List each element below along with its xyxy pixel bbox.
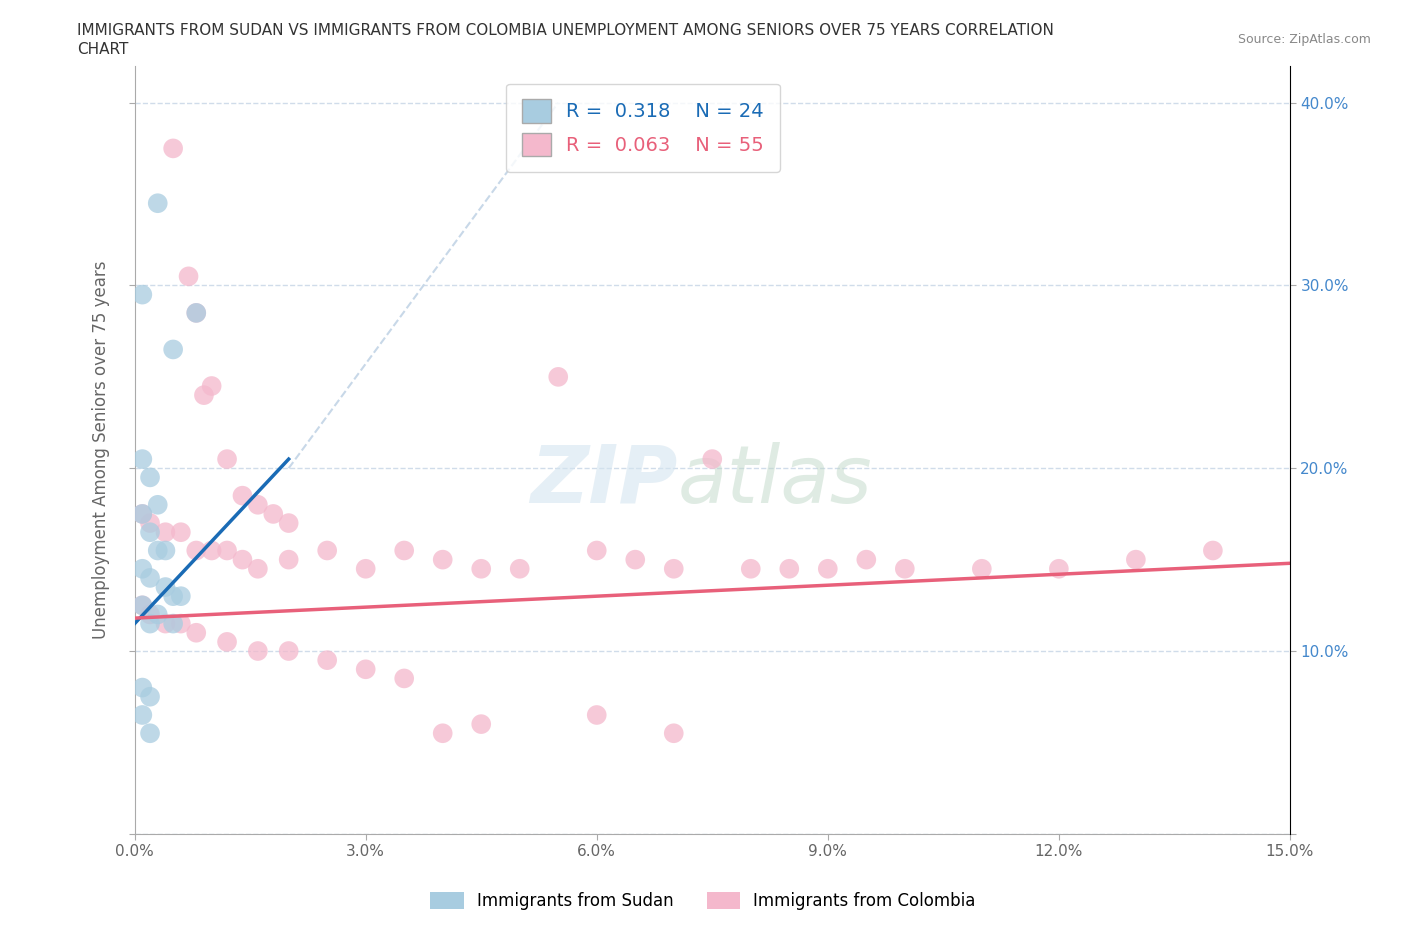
Point [201,379,224,393]
Text: Source: ZipAtlas.com: Source: ZipAtlas.com [1237,33,1371,46]
Point [970,562,993,577]
Point [162,589,184,604]
Point [432,725,454,740]
Point [702,452,724,467]
Point [215,634,238,649]
Point [215,543,238,558]
Point [139,470,162,485]
Point [246,644,269,658]
Point [186,543,208,558]
Point [855,552,877,567]
Point [778,562,800,577]
Point [585,543,607,558]
Point [470,562,492,577]
Point [170,525,193,539]
Point [215,452,238,467]
Point [131,680,153,695]
Point [585,708,607,723]
Point [131,287,153,302]
Point [432,552,454,567]
Point [246,498,269,512]
Point [170,617,193,631]
Point [170,589,193,604]
Point [139,515,162,530]
Point [139,725,162,740]
Point [231,552,253,567]
Point [316,543,339,558]
Point [231,488,253,503]
Point [246,562,269,577]
Point [131,598,153,613]
Point [1047,562,1070,577]
Text: ZIP: ZIP [530,442,678,520]
Point [470,717,492,732]
Point [139,525,162,539]
Text: atlas: atlas [678,442,872,520]
Point [139,570,162,585]
Point [146,196,169,211]
Point [131,598,153,613]
Point [146,543,169,558]
Point [131,507,153,522]
Point [162,342,184,357]
Point [162,617,184,631]
Point [131,562,153,577]
Point [131,507,153,522]
Point [277,644,299,658]
Point [740,562,762,577]
Point [155,543,177,558]
Text: IMMIGRANTS FROM SUDAN VS IMMIGRANTS FROM COLOMBIA UNEMPLOYMENT AMONG SENIORS OVE: IMMIGRANTS FROM SUDAN VS IMMIGRANTS FROM… [77,23,1054,38]
Point [277,515,299,530]
Point [509,562,531,577]
Legend: R =  0.318    N = 24, R =  0.063    N = 55: R = 0.318 N = 24, R = 0.063 N = 55 [506,84,780,172]
Y-axis label: Unemployment Among Seniors over 75 years: Unemployment Among Seniors over 75 years [93,260,110,639]
Point [1202,543,1225,558]
Text: CHART: CHART [77,42,129,57]
Point [262,507,284,522]
Point [894,562,917,577]
Point [354,562,377,577]
Point [155,525,177,539]
Point [186,305,208,320]
Point [392,543,415,558]
Point [139,689,162,704]
Point [193,388,215,403]
Point [162,141,184,156]
Point [817,562,839,577]
Point [131,708,153,723]
Point [201,543,224,558]
Point [662,562,685,577]
Point [131,452,153,467]
Point [392,671,415,685]
Point [146,498,169,512]
Legend: Immigrants from Sudan, Immigrants from Colombia: Immigrants from Sudan, Immigrants from C… [423,885,983,917]
Point [139,617,162,631]
Point [186,625,208,640]
Point [547,369,569,384]
Point [1125,552,1147,567]
Point [186,305,208,320]
Point [146,607,169,622]
Point [155,579,177,594]
Point [624,552,647,567]
Point [139,607,162,622]
Point [354,662,377,677]
Point [316,653,339,668]
Point [662,725,685,740]
Point [177,269,200,284]
Point [277,552,299,567]
Point [155,617,177,631]
